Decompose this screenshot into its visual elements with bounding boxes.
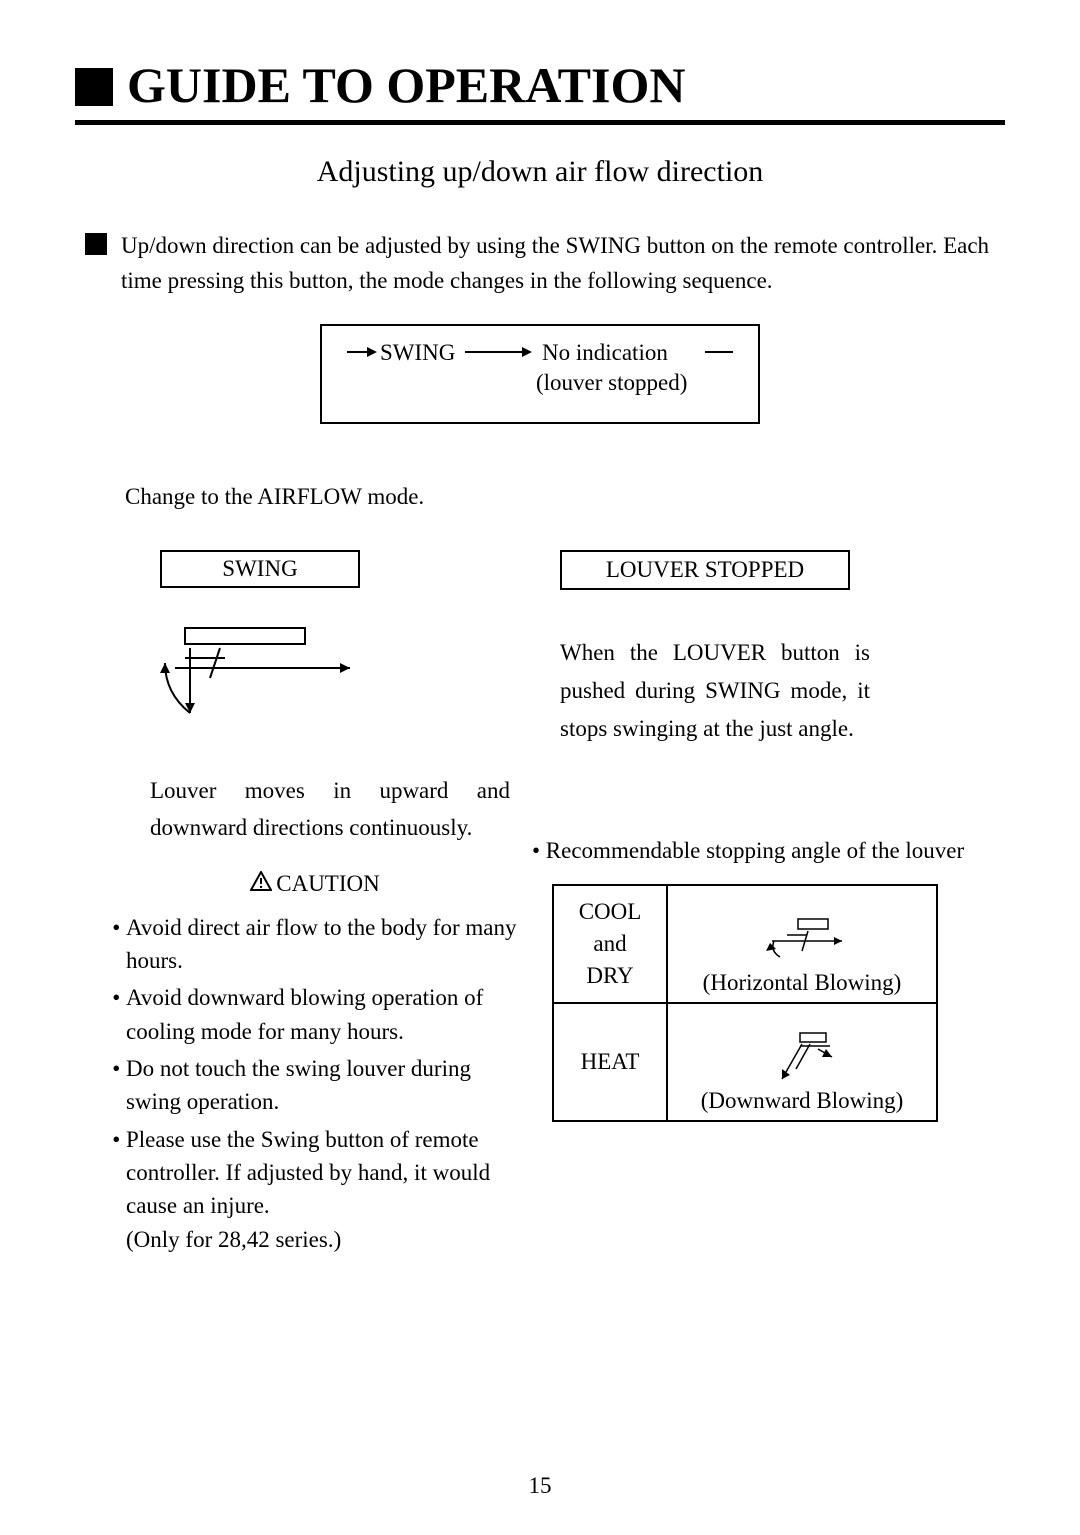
horizontal-blowing-label: (Horizontal Blowing) [668, 970, 936, 996]
caution-item: Please use the Swing button of remote co… [126, 1123, 530, 1223]
intro-row: Up/down direction can be adjusted by usi… [85, 229, 1005, 298]
louver-stopped-description: When the LOUVER button is pushed during … [560, 634, 870, 748]
title-divider [75, 120, 1005, 125]
main-title-row: GUIDE TO OPERATION [75, 60, 1005, 114]
table-row: HEAT (Downward Blowing) [553, 1003, 937, 1121]
horizontal-blowing-icon [752, 913, 852, 968]
sequence-louverstopped-label: (louver stopped) [536, 370, 687, 396]
downward-blowing-icon [752, 1029, 852, 1089]
mode-cell-cool-dry: COOL and DRY [553, 885, 667, 1003]
caution-item: Avoid downward blowing operation of cool… [126, 981, 530, 1048]
arrow-icon [347, 351, 375, 353]
angle-table: COOL and DRY (Horizontal Blowing) [552, 884, 938, 1122]
main-title: GUIDE TO OPERATION [127, 60, 685, 114]
mode-cell-heat: HEAT [553, 1003, 667, 1121]
louver-stopped-label-box: LOUVER STOPPED [560, 550, 850, 590]
table-row: COOL and DRY (Horizontal Blowing) [553, 885, 937, 1003]
caution-item: Avoid direct air flow to the body for ma… [126, 911, 530, 978]
swing-description: Louver moves in upward and downward dire… [150, 773, 510, 847]
page-number: 15 [0, 1473, 1080, 1499]
page: GUIDE TO OPERATION Adjusting up/down air… [0, 0, 1080, 1535]
swing-label-box: SWING [160, 550, 360, 588]
caution-title: CAUTION [100, 871, 530, 897]
line-icon [705, 351, 733, 353]
two-column-layout: SWING Louver moves in upward and downwar… [75, 550, 1005, 1253]
horizontal-blowing-cell: (Horizontal Blowing) [667, 885, 937, 1003]
downward-blowing-cell: (Downward Blowing) [667, 1003, 937, 1121]
sequence-swing-label: SWING [380, 340, 455, 366]
subtitle: Adjusting up/down air flow direction [75, 155, 1005, 189]
right-column: LOUVER STOPPED When the LOUVER button is… [560, 550, 990, 1253]
title-bullet-icon [75, 68, 113, 106]
downward-blowing-label: (Downward Blowing) [668, 1088, 936, 1114]
intro-text: Up/down direction can be adjusted by usi… [121, 229, 1005, 298]
caution-label: CAUTION [276, 871, 380, 896]
louver-swing-icon [150, 618, 530, 733]
arrow-icon [465, 351, 530, 353]
change-mode-text: Change to the AIRFLOW mode. [125, 484, 1005, 510]
intro-bullet-icon [85, 233, 107, 255]
caution-item: Do not touch the swing louver during swi… [126, 1052, 530, 1119]
left-column: SWING Louver moves in upward and downwar… [100, 550, 530, 1253]
recommendable-title: • Recommendable stopping angle of the lo… [532, 838, 990, 864]
caution-list: Avoid direct air flow to the body for ma… [100, 911, 530, 1223]
sequence-noindication-label: No indication [542, 340, 668, 366]
warning-icon [250, 871, 272, 897]
sequence-box: SWING No indication (louver stopped) [320, 324, 760, 424]
caution-note: (Only for 28,42 series.) [126, 1227, 530, 1253]
